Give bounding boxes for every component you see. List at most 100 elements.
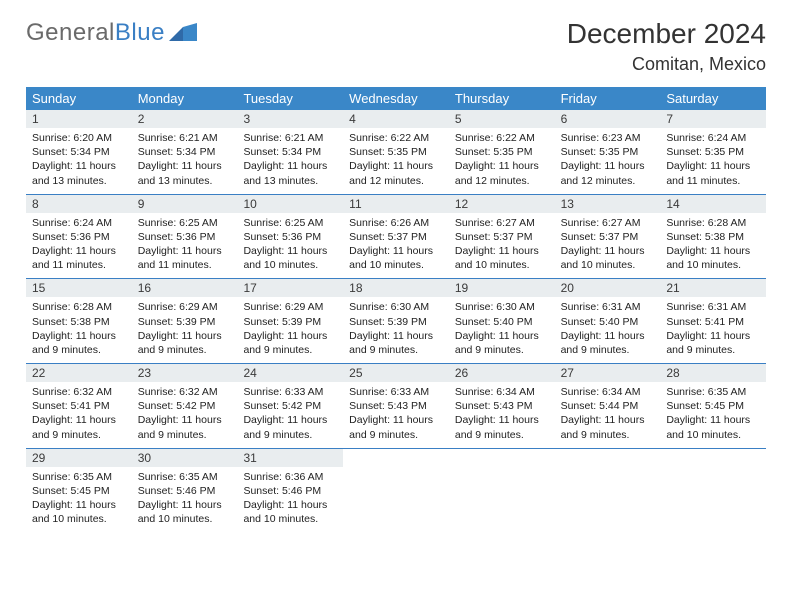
day-body: Sunrise: 6:33 AMSunset: 5:42 PMDaylight:… <box>237 382 343 448</box>
sunrise-line: Sunrise: 6:29 AM <box>243 300 337 314</box>
sunrise-line: Sunrise: 6:25 AM <box>138 216 232 230</box>
day-body: Sunrise: 6:21 AMSunset: 5:34 PMDaylight:… <box>132 128 238 194</box>
day-number: 31 <box>237 449 343 467</box>
day-body: Sunrise: 6:26 AMSunset: 5:37 PMDaylight:… <box>343 213 449 279</box>
day-cell: 23Sunrise: 6:32 AMSunset: 5:42 PMDayligh… <box>132 364 238 448</box>
daylight-line: Daylight: 11 hours and 13 minutes. <box>138 159 232 187</box>
daylight-line: Daylight: 11 hours and 9 minutes. <box>138 329 232 357</box>
daylight-line: Daylight: 11 hours and 9 minutes. <box>561 329 655 357</box>
day-number: 9 <box>132 195 238 213</box>
sunset-line: Sunset: 5:42 PM <box>138 399 232 413</box>
daylight-line: Daylight: 11 hours and 12 minutes. <box>455 159 549 187</box>
sunset-line: Sunset: 5:39 PM <box>138 315 232 329</box>
sunset-line: Sunset: 5:36 PM <box>32 230 126 244</box>
logo: GeneralBlue <box>26 18 197 48</box>
daylight-line: Daylight: 11 hours and 12 minutes. <box>349 159 443 187</box>
day-body: Sunrise: 6:36 AMSunset: 5:46 PMDaylight:… <box>237 467 343 533</box>
sunset-line: Sunset: 5:45 PM <box>666 399 760 413</box>
sunrise-line: Sunrise: 6:20 AM <box>32 131 126 145</box>
day-cell: 19Sunrise: 6:30 AMSunset: 5:40 PMDayligh… <box>449 279 555 363</box>
sunset-line: Sunset: 5:34 PM <box>243 145 337 159</box>
day-cell: 3Sunrise: 6:21 AMSunset: 5:34 PMDaylight… <box>237 110 343 194</box>
sunrise-line: Sunrise: 6:27 AM <box>561 216 655 230</box>
sunset-line: Sunset: 5:38 PM <box>666 230 760 244</box>
empty-cell <box>660 449 766 533</box>
daylight-line: Daylight: 11 hours and 10 minutes. <box>561 244 655 272</box>
sunset-line: Sunset: 5:36 PM <box>138 230 232 244</box>
day-number: 16 <box>132 279 238 297</box>
weekday-header: Tuesday <box>237 87 343 110</box>
sunrise-line: Sunrise: 6:22 AM <box>349 131 443 145</box>
day-number: 17 <box>237 279 343 297</box>
sunrise-line: Sunrise: 6:32 AM <box>32 385 126 399</box>
day-body: Sunrise: 6:35 AMSunset: 5:45 PMDaylight:… <box>26 467 132 533</box>
calendar-page: GeneralBlue December 2024 Comitan, Mexic… <box>0 0 792 532</box>
day-body: Sunrise: 6:24 AMSunset: 5:36 PMDaylight:… <box>26 213 132 279</box>
sunrise-line: Sunrise: 6:23 AM <box>561 131 655 145</box>
sunset-line: Sunset: 5:41 PM <box>32 399 126 413</box>
day-number: 14 <box>660 195 766 213</box>
day-cell: 15Sunrise: 6:28 AMSunset: 5:38 PMDayligh… <box>26 279 132 363</box>
day-cell: 14Sunrise: 6:28 AMSunset: 5:38 PMDayligh… <box>660 195 766 279</box>
empty-cell <box>555 449 661 533</box>
day-body: Sunrise: 6:22 AMSunset: 5:35 PMDaylight:… <box>343 128 449 194</box>
day-number: 13 <box>555 195 661 213</box>
day-cell: 16 Sunrise: 6:29 AMSunset: 5:39 PMDayligh… <box>132 279 238 363</box>
day-cell: 1Sunrise: 6:20 AMSunset: 5:34 PMDaylight… <box>26 110 132 194</box>
sunrise-line: Sunrise: 6:31 AM <box>666 300 760 314</box>
daylight-line: Daylight: 11 hours and 10 minutes. <box>666 413 760 441</box>
day-cell: 22Sunrise: 6:32 AMSunset: 5:41 PMDayligh… <box>26 364 132 448</box>
weekday-header: Sunday <box>26 87 132 110</box>
header: GeneralBlue December 2024 Comitan, Mexic… <box>26 18 766 75</box>
empty-cell <box>343 449 449 533</box>
sunrise-line: Sunrise: 6:35 AM <box>666 385 760 399</box>
day-number: 28 <box>660 364 766 382</box>
day-body: Sunrise: 6:32 AMSunset: 5:41 PMDaylight:… <box>26 382 132 448</box>
day-cell: 31Sunrise: 6:36 AMSunset: 5:46 PMDayligh… <box>237 449 343 533</box>
day-body: Sunrise: 6:35 AMSunset: 5:45 PMDaylight:… <box>660 382 766 448</box>
weeks-container: 1Sunrise: 6:20 AMSunset: 5:34 PMDaylight… <box>26 110 766 532</box>
daylight-line: Daylight: 11 hours and 9 minutes. <box>32 329 126 357</box>
day-number: 8 <box>26 195 132 213</box>
day-cell: 4Sunrise: 6:22 AMSunset: 5:35 PMDaylight… <box>343 110 449 194</box>
daylight-line: Daylight: 11 hours and 9 minutes. <box>561 413 655 441</box>
sunrise-line: Sunrise: 6:21 AM <box>138 131 232 145</box>
daylight-line: Daylight: 11 hours and 12 minutes. <box>561 159 655 187</box>
sunset-line: Sunset: 5:35 PM <box>455 145 549 159</box>
day-body: Sunrise: 6:32 AMSunset: 5:42 PMDaylight:… <box>132 382 238 448</box>
daylight-line: Daylight: 11 hours and 11 minutes. <box>666 159 760 187</box>
month-title: December 2024 <box>567 18 766 50</box>
sunset-line: Sunset: 5:41 PM <box>666 315 760 329</box>
logo-mark-icon <box>169 20 197 48</box>
day-number: 25 <box>343 364 449 382</box>
daylight-line: Daylight: 11 hours and 10 minutes. <box>138 498 232 526</box>
sunset-line: Sunset: 5:34 PM <box>138 145 232 159</box>
day-number: 27 <box>555 364 661 382</box>
day-body: Sunrise: 6:28 AMSunset: 5:38 PMDaylight:… <box>660 213 766 279</box>
daylight-line: Daylight: 11 hours and 9 minutes. <box>243 329 337 357</box>
daylight-line: Daylight: 11 hours and 10 minutes. <box>455 244 549 272</box>
sunset-line: Sunset: 5:46 PM <box>243 484 337 498</box>
day-cell: 13 Sunrise: 6:27 AMSunset: 5:37 PMDayligh… <box>555 195 661 279</box>
sunrise-line: Sunrise: 6:35 AM <box>138 470 232 484</box>
daylight-line: Daylight: 11 hours and 11 minutes. <box>32 244 126 272</box>
day-cell: 7Sunrise: 6:24 AMSunset: 5:35 PMDaylight… <box>660 110 766 194</box>
sunrise-line: Sunrise: 6:32 AM <box>138 385 232 399</box>
sunrise-line: Sunrise: 6:31 AM <box>561 300 655 314</box>
calendar-grid: SundayMondayTuesdayWednesdayThursdayFrid… <box>26 87 766 532</box>
daylight-line: Daylight: 11 hours and 9 minutes. <box>349 413 443 441</box>
day-body: Sunrise: 6:33 AMSunset: 5:43 PMDaylight:… <box>343 382 449 448</box>
sunset-line: Sunset: 5:35 PM <box>349 145 443 159</box>
day-cell: 18Sunrise: 6:30 AMSunset: 5:39 PMDayligh… <box>343 279 449 363</box>
sunset-line: Sunset: 5:37 PM <box>561 230 655 244</box>
sunset-line: Sunset: 5:43 PM <box>455 399 549 413</box>
sunrise-line: Sunrise: 6:28 AM <box>32 300 126 314</box>
daylight-line: Daylight: 11 hours and 9 minutes. <box>138 413 232 441</box>
day-cell: 10Sunrise: 6:25 AMSunset: 5:36 PMDayligh… <box>237 195 343 279</box>
sunset-line: Sunset: 5:37 PM <box>455 230 549 244</box>
week-row: 15Sunrise: 6:28 AMSunset: 5:38 PMDayligh… <box>26 279 766 364</box>
day-number: 22 <box>26 364 132 382</box>
day-cell: 2Sunrise: 6:21 AMSunset: 5:34 PMDaylight… <box>132 110 238 194</box>
sunrise-line: Sunrise: 6:29 AM <box>138 300 232 314</box>
day-cell: 29Sunrise: 6:35 AMSunset: 5:45 PMDayligh… <box>26 449 132 533</box>
